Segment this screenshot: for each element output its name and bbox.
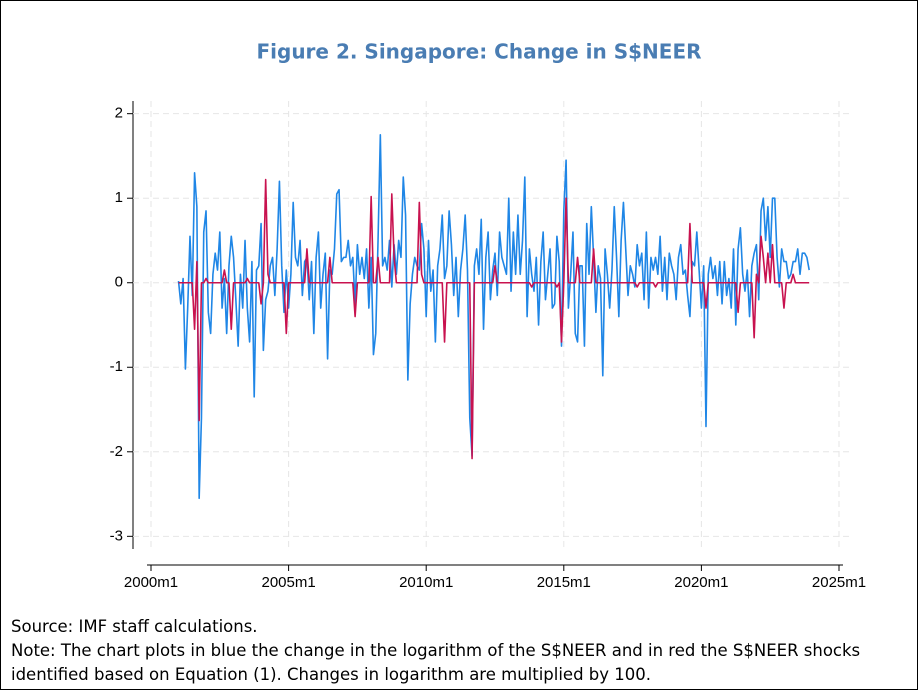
x-tick-label: 2005m1 (261, 574, 315, 591)
y-tick-label: -1 (110, 358, 123, 375)
x-tick-label: 2015m1 (537, 574, 591, 591)
note: Note: The chart plots in blue the change… (11, 641, 861, 684)
x-tick-label: 2020m1 (674, 574, 728, 591)
series-line (177, 134, 810, 500)
series-line (178, 178, 810, 460)
source: Source: IMF staff calculations. (11, 617, 258, 636)
x-tick-label: 2010m1 (399, 574, 453, 591)
y-tick-label: -2 (110, 443, 123, 460)
chart: Figure 2. Singapore: Change in S$NEER -3… (110, 40, 866, 591)
y-tick-label: 2 (115, 105, 123, 122)
y-tick-label: 0 (115, 274, 123, 291)
chart-title: Figure 2. Singapore: Change in S$NEER (256, 40, 701, 64)
y-tick-label: 1 (115, 189, 123, 206)
x-tick-label: 2025m1 (812, 574, 866, 591)
x-tick-label: 2000m1 (124, 574, 178, 591)
y-tick-label: -3 (110, 527, 123, 544)
